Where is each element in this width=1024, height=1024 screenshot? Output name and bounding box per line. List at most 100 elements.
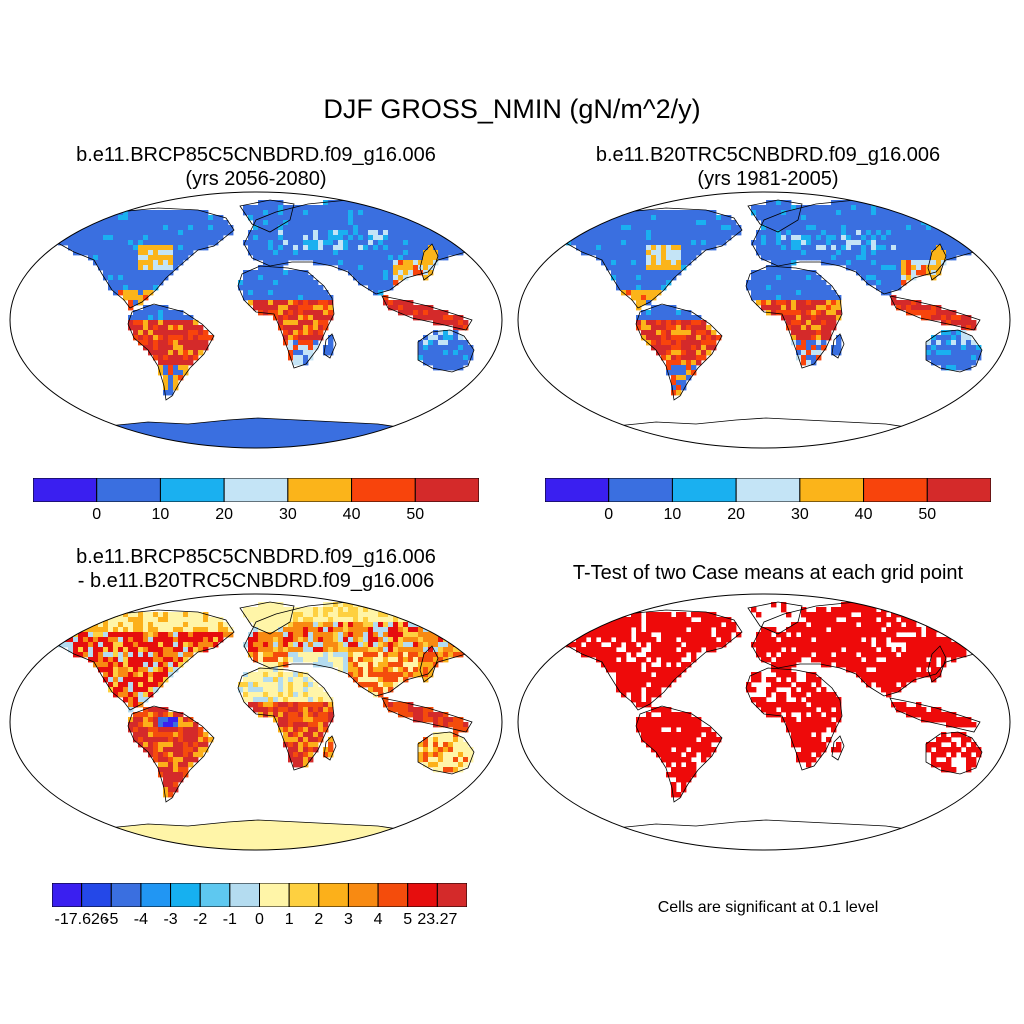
colorbar-tick-label: 5 — [403, 911, 413, 928]
colorbar-tick-label: -4 — [133, 911, 149, 928]
colorbar-swatch — [110, 883, 142, 907]
colorbar-swatch — [407, 883, 438, 907]
coastline-south-america — [635, 303, 723, 401]
bottom-left-panel-title: b.e11.BRCP85C5CNBDRD.f09_g16.006 — [76, 546, 436, 568]
coastline-australia — [417, 329, 475, 373]
coastline-north-america — [55, 207, 235, 309]
coastline-africa — [237, 667, 335, 771]
coastline-maritime-asia — [381, 295, 473, 331]
colorbar-swatch — [414, 478, 479, 502]
colorbar-tick-label: 10 — [663, 506, 682, 523]
coastline-africa — [237, 265, 335, 369]
coastline-south-america — [635, 705, 723, 803]
colorbar-swatch — [926, 478, 991, 502]
coastline-africa — [745, 667, 843, 771]
coastlines — [563, 601, 1003, 850]
colorbar-tick-label: 1 — [284, 911, 294, 928]
colorbar-tick-label: 3 — [343, 911, 353, 928]
colorbar-tick-label: 40 — [342, 506, 361, 523]
map-content — [518, 594, 1010, 850]
coastline-madagascar — [831, 333, 845, 359]
map-content — [10, 594, 502, 850]
coastline-antarctica — [78, 819, 440, 850]
map-case2 — [517, 191, 1011, 449]
colorbar-swatch — [863, 478, 928, 502]
colorbar-difference: -17.626 -5 -4 -3 -2 -1 0 1 2 3 4 5 23.27 — [52, 883, 467, 928]
coastline-maritime-asia — [889, 697, 981, 733]
coastline-north-america — [563, 609, 743, 711]
colorbar-swatch — [159, 478, 225, 502]
colorbar-swatch — [545, 478, 610, 502]
colorbar-swatch — [347, 883, 379, 907]
colorbar-tick-label: 50 — [918, 506, 937, 523]
coastline-australia — [925, 329, 983, 373]
colorbar-swatch — [799, 478, 865, 502]
map-case1 — [9, 191, 503, 449]
colorbar-tick-label: 10 — [151, 506, 170, 523]
colorbar-tick-label: -3 — [163, 911, 178, 928]
grid-cells — [58, 602, 494, 798]
coastline-greenland — [239, 601, 295, 635]
coastline-madagascar — [323, 333, 337, 359]
map-content — [10, 192, 502, 448]
colorbar-tick-label: 0 — [92, 506, 102, 523]
colorbar-tick-label: 20 — [727, 506, 746, 523]
colorbar-swatch — [318, 883, 349, 907]
colorbar-swatch — [33, 478, 98, 502]
map-difference — [9, 593, 503, 851]
coastlines — [55, 601, 495, 850]
colorbar-swatch — [377, 883, 409, 907]
colorbar-tick-label: -1 — [222, 911, 237, 928]
colorbar-swatch — [608, 478, 673, 502]
colorbar-swatch — [52, 883, 83, 907]
coastline-japan — [419, 243, 439, 281]
coastline-australia — [417, 731, 475, 775]
grid-cells — [566, 602, 1002, 798]
coastline-antarctica — [586, 417, 948, 448]
colorbar-case2: 0 10 20 30 40 50 — [545, 478, 991, 523]
map-ttest — [517, 593, 1011, 851]
coastlines — [563, 199, 1003, 448]
map-border — [517, 191, 1011, 449]
bottom-right-panel-title: T-Test of two Case means at each grid po… — [572, 562, 964, 584]
bottom-left-panel-subtitle: - b.e11.B20TRC5CNBDRD.f09_g16.006 — [77, 570, 435, 592]
colorbar-tick-label: -5 — [104, 911, 119, 928]
colorbar-swatches — [33, 478, 479, 502]
map-border — [9, 593, 503, 851]
top-right-panel-years: (yrs 1981-2005) — [697, 168, 839, 190]
coastline-antarctica — [586, 819, 948, 850]
colorbar-swatch — [735, 478, 801, 502]
coastline-greenland — [747, 601, 803, 635]
colorbar-tick-label: 4 — [373, 911, 383, 928]
colorbar-swatch — [199, 883, 231, 907]
colorbar-tick-label: 20 — [215, 506, 234, 523]
colorbar-swatch — [170, 883, 201, 907]
coastline-new-zealand — [481, 771, 495, 793]
colorbar-swatch — [96, 478, 161, 502]
colorbar-swatch — [288, 883, 320, 907]
colorbar-swatch — [223, 478, 289, 502]
coastline-north-america — [55, 609, 235, 711]
colorbar-swatch — [229, 883, 261, 907]
coastline-new-zealand — [989, 771, 1003, 793]
colorbar-tick-label: 0 — [255, 911, 264, 928]
coastline-north-america — [563, 207, 743, 309]
colorbar-swatches — [545, 478, 991, 502]
colorbar-swatch — [351, 478, 416, 502]
coastline-maritime-asia — [381, 697, 473, 733]
coastline-japan — [927, 645, 947, 683]
colorbar-tick-label: 30 — [278, 506, 297, 523]
coastline-maritime-asia — [889, 295, 981, 331]
coastline-japan — [927, 243, 947, 281]
coastline-south-america — [127, 303, 215, 401]
colorbar-swatch — [140, 883, 172, 907]
map-content — [518, 192, 1010, 448]
colorbar-tick-label: 0 — [604, 506, 614, 523]
colorbar-tick-label: -17.626 — [54, 911, 109, 928]
coastline-antarctica — [78, 417, 440, 448]
significance-note: Cells are significant at 0.1 level — [657, 899, 879, 916]
colorbar-swatch — [671, 478, 737, 502]
top-left-panel-title: b.e11.BRCP85C5CNBDRD.f09_g16.006 — [76, 144, 436, 166]
colorbar-tick-label: 2 — [314, 911, 324, 928]
coastline-new-zealand — [989, 369, 1003, 391]
